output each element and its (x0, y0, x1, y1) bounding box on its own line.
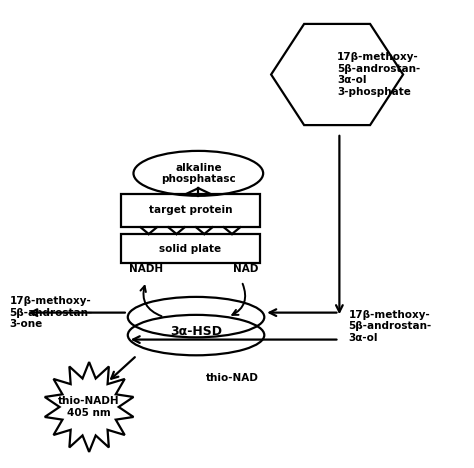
Text: alkaline
phosphatasc: alkaline phosphatasc (161, 162, 236, 184)
Bar (121, 234, 260, 263)
Text: NAD: NAD (233, 264, 259, 274)
Text: target protein: target protein (149, 205, 232, 215)
Text: 17β-methoxy-
5β-androstan-
3α-ol
3-phosphate: 17β-methoxy- 5β-androstan- 3α-ol 3-phosp… (337, 52, 420, 97)
Text: thio-NADH
405 nm: thio-NADH 405 nm (58, 396, 120, 418)
Text: 17β-methoxy-
5β-androstan-
3-one: 17β-methoxy- 5β-androstan- 3-one (9, 296, 93, 329)
Text: 17β-methoxy-
5β-androstan-
3α-ol: 17β-methoxy- 5β-androstan- 3α-ol (348, 309, 432, 343)
Text: thio-NAD: thio-NAD (206, 373, 259, 383)
Bar (121, 194, 260, 227)
Text: NADH: NADH (129, 264, 163, 274)
Text: 3α-HSD: 3α-HSD (170, 324, 222, 337)
Text: solid plate: solid plate (159, 244, 221, 254)
